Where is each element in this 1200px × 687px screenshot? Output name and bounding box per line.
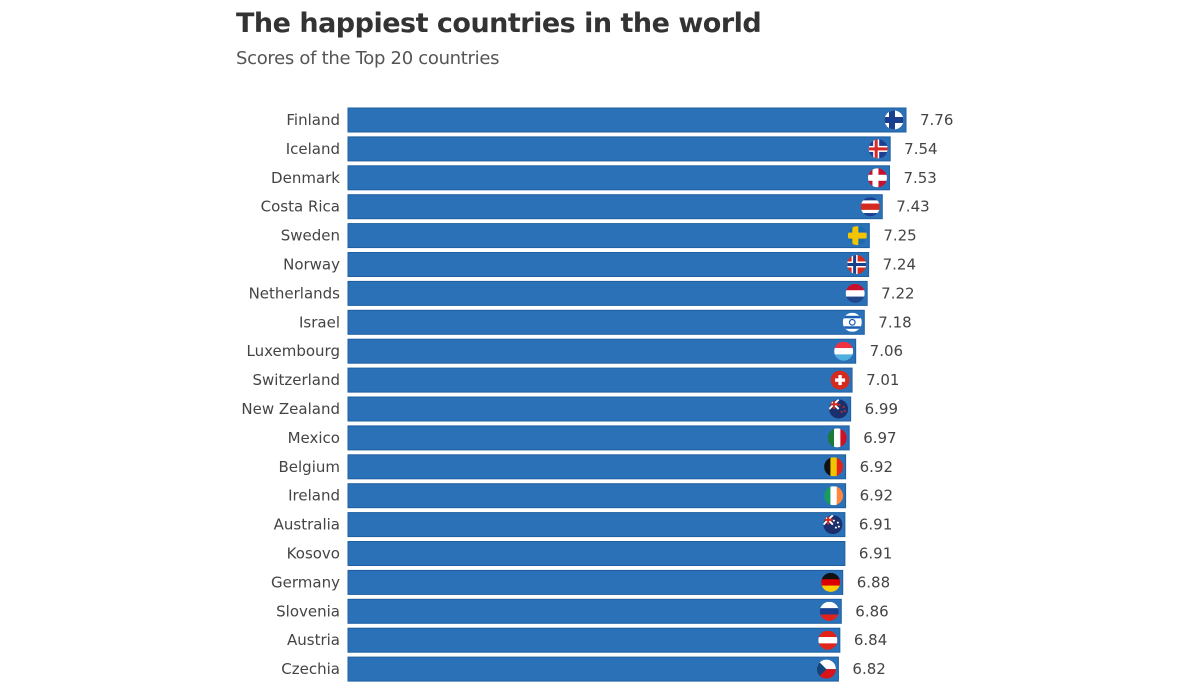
value-label: 7.01 xyxy=(866,371,899,389)
bar xyxy=(347,598,842,624)
bar xyxy=(347,107,907,133)
category-label: Israel xyxy=(299,313,340,331)
flag-icon xyxy=(847,255,867,274)
flag-icon xyxy=(829,399,849,419)
value-label: 7.22 xyxy=(881,284,914,302)
bar xyxy=(347,569,844,595)
flag-icon xyxy=(842,312,862,332)
flag-icon xyxy=(834,341,854,361)
bar xyxy=(347,454,847,480)
value-label: 6.99 xyxy=(865,400,898,418)
bar xyxy=(347,425,850,451)
category-label: Denmark xyxy=(271,169,340,187)
value-label: 7.43 xyxy=(896,198,929,216)
category-label: Mexico xyxy=(288,429,340,447)
value-label: 7.06 xyxy=(870,342,903,360)
flag-icon xyxy=(818,630,838,650)
value-label: 7.24 xyxy=(883,256,916,274)
flag-icon xyxy=(827,428,847,448)
category-label: Iceland xyxy=(286,140,340,158)
category-label: Ireland xyxy=(288,487,340,505)
category-label: Switzerland xyxy=(253,371,341,389)
category-label: Kosovo xyxy=(287,545,340,563)
chart-subtitle: Scores of the Top 20 countries xyxy=(236,48,500,69)
flag-icon xyxy=(860,197,880,217)
value-label: 6.86 xyxy=(855,602,888,620)
bar xyxy=(347,280,868,306)
value-label: 6.92 xyxy=(860,487,893,505)
value-label: 6.91 xyxy=(859,545,892,563)
value-label: 6.84 xyxy=(854,631,887,649)
category-label: New Zealand xyxy=(241,400,340,418)
bar xyxy=(347,136,891,162)
category-label: Sweden xyxy=(281,227,340,245)
value-label: 6.97 xyxy=(863,429,896,447)
value-label: 6.82 xyxy=(852,660,885,678)
bar xyxy=(347,396,852,422)
value-label: 7.54 xyxy=(904,140,937,158)
chart-title: The happiest countries in the world xyxy=(236,8,762,39)
bar xyxy=(347,483,847,509)
bar xyxy=(347,194,883,220)
category-label: Belgium xyxy=(279,458,341,476)
flag-icon xyxy=(845,283,865,303)
bar xyxy=(347,338,857,364)
value-label: 7.18 xyxy=(878,313,911,331)
flag-icon xyxy=(847,226,867,246)
bar xyxy=(347,252,870,277)
flag-icon xyxy=(821,572,841,592)
bar xyxy=(347,541,846,566)
category-label: Austria xyxy=(287,631,340,649)
bar xyxy=(347,367,853,393)
category-label: Finland xyxy=(286,111,340,129)
bar xyxy=(347,512,846,538)
bar xyxy=(347,627,841,653)
category-label: Australia xyxy=(274,516,340,534)
value-label: 6.88 xyxy=(857,573,890,591)
flag-icon xyxy=(824,486,844,506)
flag-icon xyxy=(830,370,850,390)
bar xyxy=(347,309,865,335)
flag-icon xyxy=(884,110,904,130)
bar xyxy=(347,656,839,682)
flag-icon xyxy=(867,168,887,188)
value-label: 6.91 xyxy=(859,516,892,534)
flag-icon xyxy=(868,139,888,159)
flag-icon xyxy=(823,515,843,535)
flag-icon xyxy=(819,601,839,621)
category-label: Netherlands xyxy=(249,284,341,302)
category-label: Luxembourg xyxy=(247,342,341,360)
flag-icon xyxy=(824,457,844,477)
category-label: Czechia xyxy=(281,660,340,678)
value-label: 6.92 xyxy=(860,458,893,476)
category-label: Germany xyxy=(271,573,340,591)
value-label: 7.25 xyxy=(883,227,916,245)
bar xyxy=(347,165,890,191)
category-label: Norway xyxy=(283,256,340,274)
flag-icon xyxy=(816,659,836,679)
category-label: Slovenia xyxy=(276,602,340,620)
bar xyxy=(347,223,870,249)
category-label: Costa Rica xyxy=(261,198,340,216)
value-label: 7.76 xyxy=(920,111,953,129)
value-label: 7.53 xyxy=(903,169,936,187)
